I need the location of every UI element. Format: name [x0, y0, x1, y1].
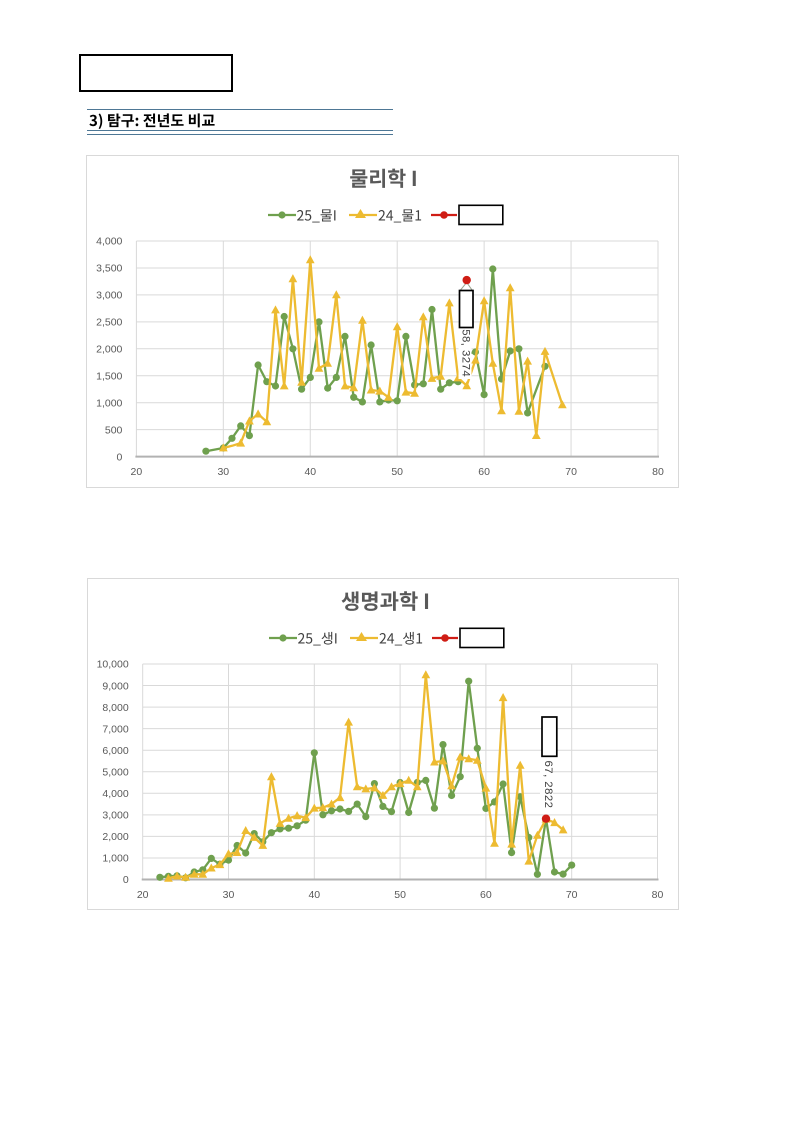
svg-text:7,000: 7,000 — [102, 723, 128, 735]
svg-text:1,000: 1,000 — [96, 397, 122, 409]
svg-text:70: 70 — [566, 889, 578, 901]
svg-text:8,000: 8,000 — [102, 702, 128, 714]
svg-text:9,000: 9,000 — [102, 680, 128, 692]
svg-text:70: 70 — [565, 466, 577, 478]
svg-text:30: 30 — [217, 466, 229, 478]
svg-text:50: 50 — [394, 889, 406, 901]
svg-text:6,000: 6,000 — [102, 745, 128, 757]
svg-text:4,000: 4,000 — [102, 788, 128, 800]
svg-text:5,000: 5,000 — [102, 766, 128, 778]
svg-text:40: 40 — [308, 889, 320, 901]
svg-text:0: 0 — [123, 874, 129, 886]
svg-text:1,500: 1,500 — [96, 370, 122, 382]
svg-text:20: 20 — [137, 889, 149, 901]
svg-text:1,000: 1,000 — [102, 853, 128, 865]
svg-text:0: 0 — [117, 451, 123, 463]
svg-text:20: 20 — [131, 466, 143, 478]
svg-text:3,000: 3,000 — [102, 810, 128, 822]
svg-text:4,000: 4,000 — [96, 236, 122, 248]
svg-text:80: 80 — [652, 889, 664, 901]
svg-text:80: 80 — [652, 466, 664, 478]
svg-text:10,000: 10,000 — [97, 659, 129, 671]
svg-text:50: 50 — [391, 466, 403, 478]
svg-text:30: 30 — [223, 889, 235, 901]
svg-text:500: 500 — [105, 424, 123, 436]
svg-text:58, 3274: 58, 3274 — [460, 329, 472, 377]
svg-text:3,500: 3,500 — [96, 263, 122, 275]
svg-text:40: 40 — [304, 466, 316, 478]
svg-text:60: 60 — [478, 466, 490, 478]
svg-text:60: 60 — [480, 889, 492, 901]
svg-text:2,000: 2,000 — [96, 344, 122, 356]
svg-text:2,000: 2,000 — [102, 831, 128, 843]
svg-text:67, 2822: 67, 2822 — [542, 761, 554, 809]
svg-text:3,000: 3,000 — [96, 290, 122, 302]
svg-text:2,500: 2,500 — [96, 317, 122, 329]
